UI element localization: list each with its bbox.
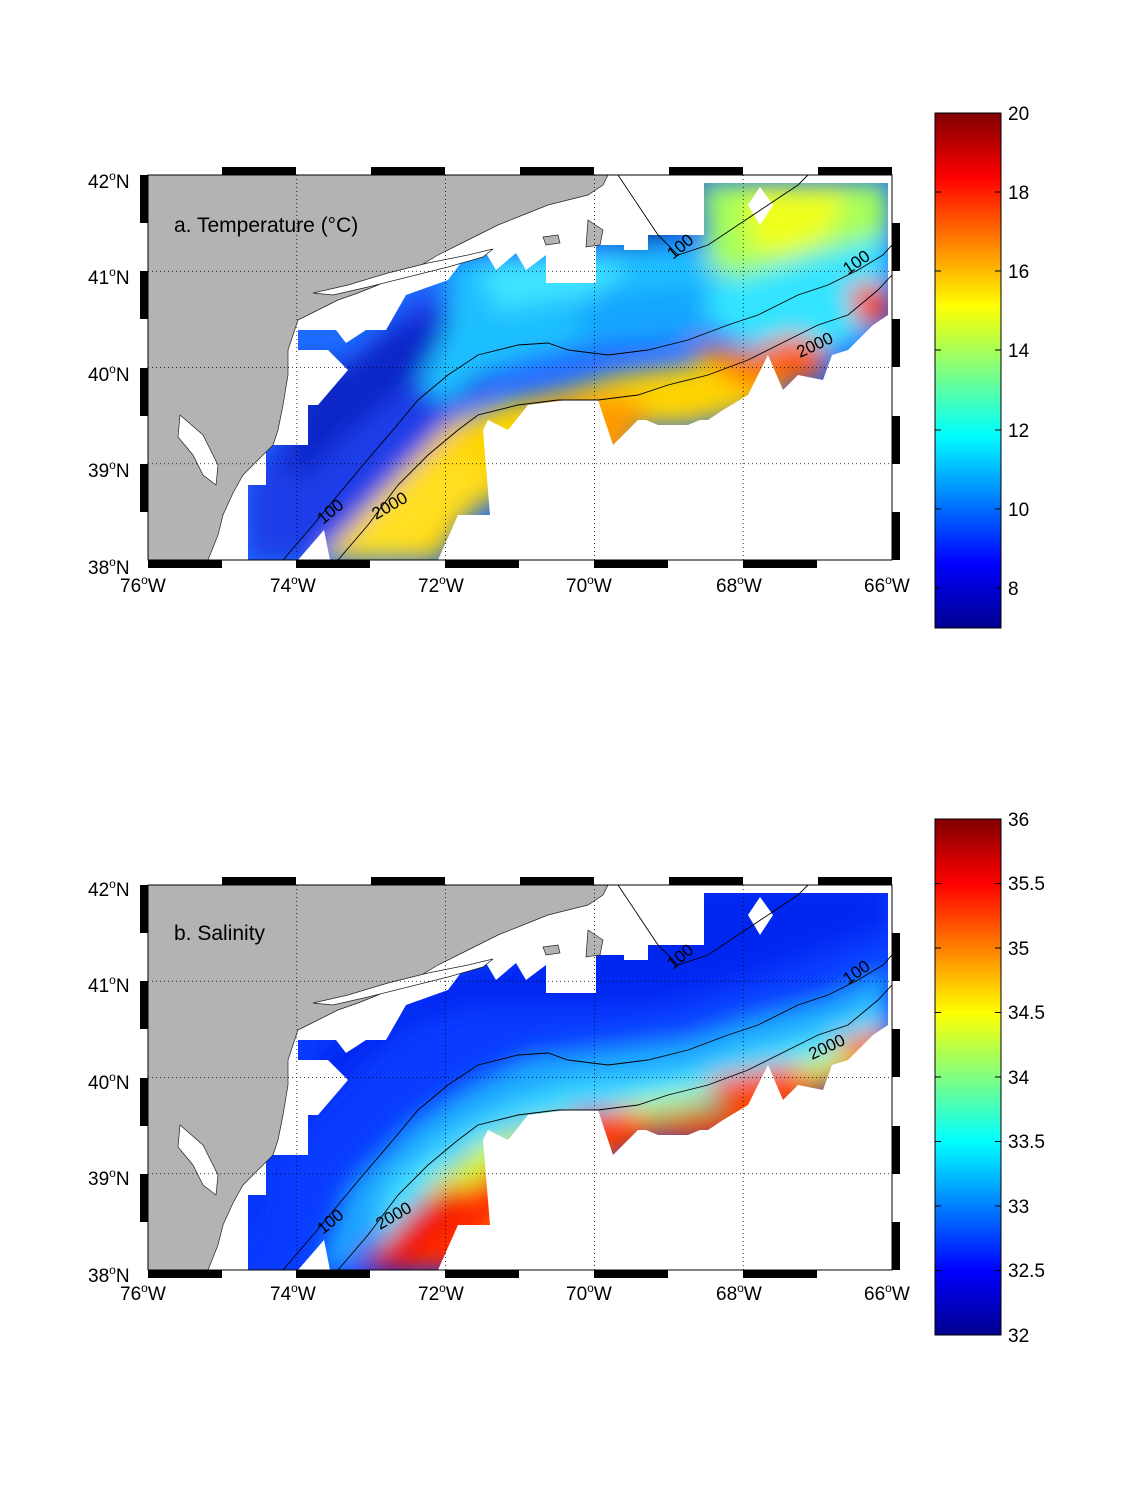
colorbar-tick: 32 xyxy=(1008,1326,1029,1347)
colorbar-tick: 14 xyxy=(1008,341,1030,362)
lon-tick: 72oW xyxy=(418,573,464,597)
lon-tick: 68oW xyxy=(716,1281,762,1305)
colorbar-tick: 18 xyxy=(1008,183,1029,204)
salinity-panel: 100 100 100 2000 2000 b. Salinity 76oW 7… xyxy=(88,810,1045,1347)
lat-tick: 41oN xyxy=(88,973,130,997)
lat-tick: 40oN xyxy=(88,362,130,386)
lat-tick: 38oN xyxy=(88,555,130,579)
lat-tick: 40oN xyxy=(88,1070,130,1094)
salinity-map: 100 100 100 2000 2000 b. Salinity xyxy=(140,877,900,1278)
colorbar-tick: 32.5 xyxy=(1008,1261,1045,1282)
colorbar-tick: 16 xyxy=(1008,262,1029,283)
gridlines xyxy=(148,175,892,560)
colorbar-tick: 12 xyxy=(1008,421,1029,442)
colorbar-tick: 33.5 xyxy=(1008,1132,1045,1153)
temperature-panel: 100 100 100 2000 2000 a. Temperature (°C… xyxy=(88,104,1030,629)
lat-tick-labels: 42oN 41oN 40oN 39oN 38oN xyxy=(88,169,130,579)
colorbar-tick: 35.5 xyxy=(1008,874,1045,895)
land-mass xyxy=(148,175,609,560)
lat-tick: 38oN xyxy=(88,1263,130,1287)
panel-label: a. Temperature (°C) xyxy=(174,214,358,237)
lon-tick: 70oW xyxy=(566,1281,612,1305)
lat-tick-labels: 42oN 41oN 40oN 39oN 38oN xyxy=(88,877,130,1287)
isobath-contours xyxy=(282,175,892,560)
colorbar-tick: 34.5 xyxy=(1008,1003,1045,1024)
lon-tick: 76oW xyxy=(120,1281,166,1305)
gridlines xyxy=(148,885,892,1270)
colorbar-tick: 8 xyxy=(1008,579,1019,600)
panel-label: b. Salinity xyxy=(174,922,266,945)
colorbar-tick: 10 xyxy=(1008,500,1029,521)
lat-tick: 39oN xyxy=(88,1166,130,1190)
land-mass xyxy=(148,885,609,1270)
lon-tick: 68oW xyxy=(716,573,762,597)
lon-tick: 74oW xyxy=(270,1281,316,1305)
salinity-colorbar: 36 35.5 35 34.5 34 33.5 33 32.5 32 xyxy=(934,810,1045,1347)
lat-tick: 41oN xyxy=(88,265,130,289)
lat-tick: 42oN xyxy=(88,169,130,193)
lon-tick: 76oW xyxy=(120,573,166,597)
map-border xyxy=(140,877,900,1278)
lon-tick: 72oW xyxy=(418,1281,464,1305)
colorbar-tick: 33 xyxy=(1008,1197,1029,1218)
isobath-contours xyxy=(282,885,892,1270)
colorbar-tick: 20 xyxy=(1008,104,1029,125)
map-border xyxy=(140,167,900,568)
lon-tick: 66oW xyxy=(864,573,910,597)
lon-tick: 70oW xyxy=(566,573,612,597)
lon-tick: 66oW xyxy=(864,1281,910,1305)
lat-tick: 42oN xyxy=(88,877,130,901)
lon-tick-labels: 76oW 74oW 72oW 70oW 68oW 66oW xyxy=(120,573,910,597)
colorbar-tick: 36 xyxy=(1008,810,1029,831)
temperature-map: 100 100 100 2000 2000 a. Temperature (°C… xyxy=(140,167,900,568)
lon-tick-labels: 76oW 74oW 72oW 70oW 68oW 66oW xyxy=(120,1281,910,1305)
temperature-colorbar: 20 18 16 14 12 10 8 xyxy=(934,104,1030,629)
lat-tick: 39oN xyxy=(88,458,130,482)
colorbar-tick: 34 xyxy=(1008,1068,1030,1089)
colorbar-tick: 35 xyxy=(1008,939,1029,960)
lon-tick: 74oW xyxy=(270,573,316,597)
